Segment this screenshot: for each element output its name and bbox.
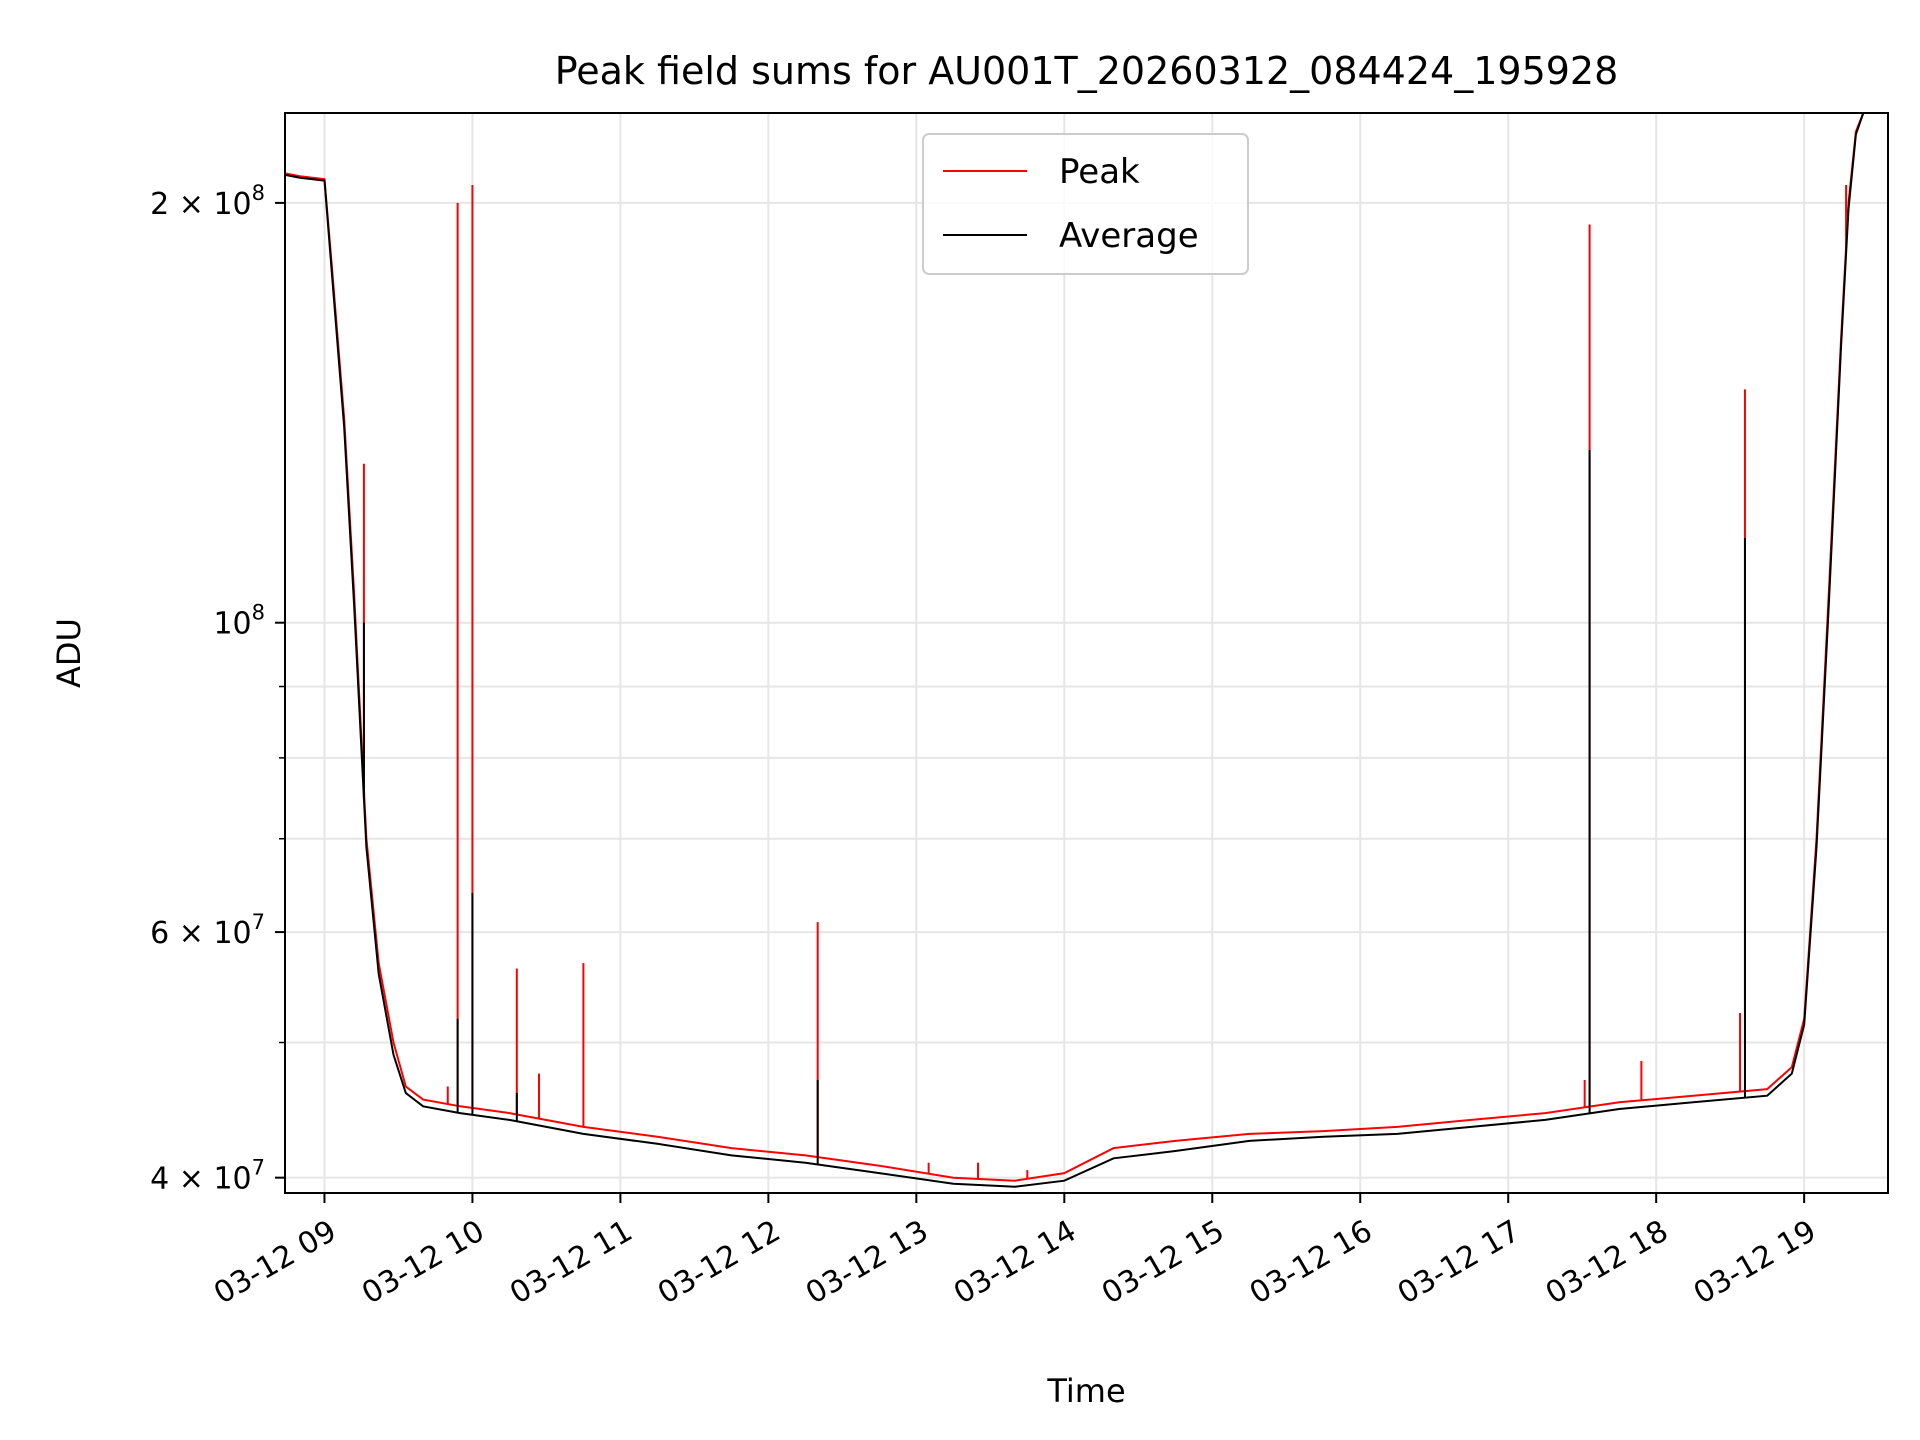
chart-title: Peak field sums for AU001T_20260312_0844… — [555, 49, 1619, 93]
series-average — [285, 113, 1865, 1188]
y-axis-label: ADU — [50, 618, 88, 688]
plot-frame — [284, 112, 1889, 1194]
legend-label-peak: Peak — [1059, 152, 1140, 192]
y-tick-label: 108 — [213, 601, 265, 642]
x-axis-label: Time — [1046, 1372, 1125, 1410]
legend-label-average: Average — [1059, 216, 1199, 256]
y-tick-label: 6 × 107 — [150, 910, 265, 951]
legend: Peak Average — [922, 133, 1249, 275]
plot-series — [285, 113, 1865, 1188]
series-line-average — [285, 113, 1865, 1188]
legend-box — [922, 133, 1249, 275]
y-tick-label: 2 × 108 — [150, 181, 265, 222]
y-tick-label: 4 × 107 — [150, 1156, 265, 1197]
